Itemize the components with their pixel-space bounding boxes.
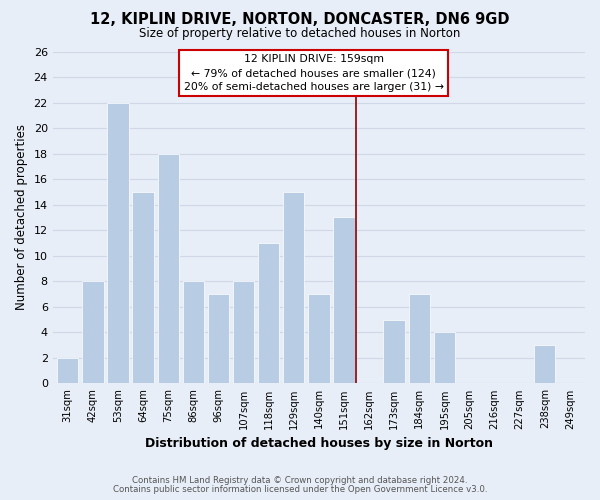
Text: Contains public sector information licensed under the Open Government Licence v3: Contains public sector information licen… (113, 485, 487, 494)
Bar (57, 358, 79, 384)
Text: 12 KIPLIN DRIVE: 159sqm
← 79% of detached houses are smaller (124)
20% of semi-d: 12 KIPLIN DRIVE: 159sqm ← 79% of detache… (184, 54, 444, 92)
Bar (133, 192, 154, 384)
Bar (409, 294, 430, 384)
Text: Size of property relative to detached houses in Norton: Size of property relative to detached ho… (139, 28, 461, 40)
Bar (308, 294, 329, 384)
Bar (107, 102, 128, 384)
Text: 12, KIPLIN DRIVE, NORTON, DONCASTER, DN6 9GD: 12, KIPLIN DRIVE, NORTON, DONCASTER, DN6… (90, 12, 510, 28)
Bar (258, 243, 279, 384)
Y-axis label: Number of detached properties: Number of detached properties (15, 124, 28, 310)
Bar (208, 294, 229, 384)
X-axis label: Distribution of detached houses by size in Norton: Distribution of detached houses by size … (145, 437, 493, 450)
Bar (283, 192, 304, 384)
Bar (158, 154, 179, 384)
Bar (233, 282, 254, 384)
Bar (82, 282, 104, 384)
Bar (434, 332, 455, 384)
Bar (182, 282, 204, 384)
Text: Contains HM Land Registry data © Crown copyright and database right 2024.: Contains HM Land Registry data © Crown c… (132, 476, 468, 485)
Bar (383, 320, 405, 384)
Bar (534, 345, 556, 384)
Bar (333, 218, 355, 384)
